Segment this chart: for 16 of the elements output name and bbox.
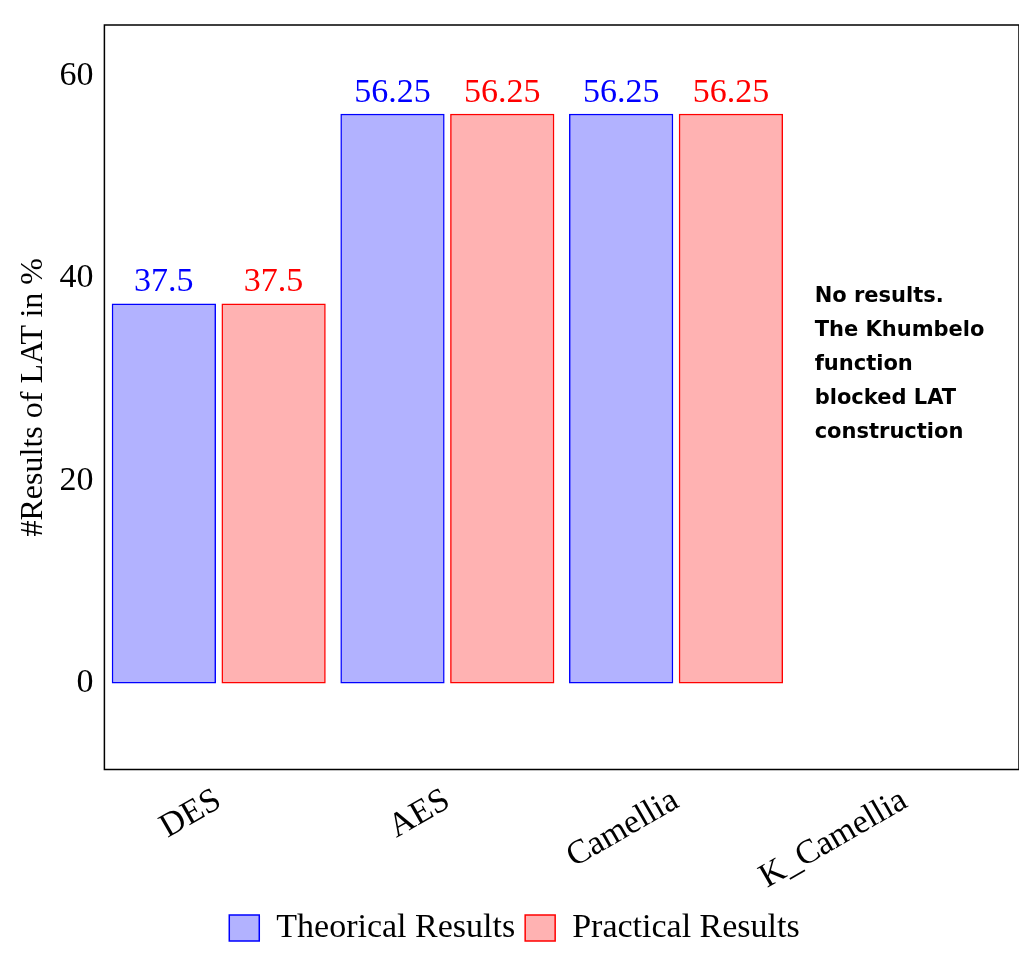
x-tick-label: AES (381, 779, 456, 845)
legend-label: Practical Results (572, 906, 800, 944)
legend-label: Theorical Results (276, 906, 516, 944)
y-tick-label: 0 (76, 662, 94, 700)
y-axis-title: #Results of LAT in % (12, 258, 49, 537)
y-tick-label: 40 (59, 257, 94, 295)
data-label: 56.25 (354, 71, 431, 109)
data-label: 56.25 (582, 71, 660, 109)
data-label: 56.25 (464, 71, 541, 109)
x-tick-label: DES (152, 779, 227, 845)
data-label: 56.25 (692, 71, 770, 109)
y-tick-label: 60 (59, 54, 94, 92)
y-tick-label: 20 (59, 459, 94, 497)
annotation: No results. The Khumbelo function blocked LAT construction (814, 282, 985, 443)
data-label: 37.5 (243, 261, 304, 299)
data-label: 37.5 (134, 261, 194, 299)
